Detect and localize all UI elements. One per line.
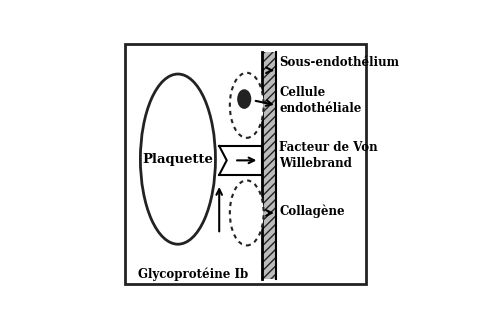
Text: Plaquette: Plaquette (142, 153, 213, 166)
Ellipse shape (230, 73, 263, 138)
Text: Facteur de Von
Willebrand: Facteur de Von Willebrand (279, 141, 378, 170)
Ellipse shape (230, 180, 263, 245)
Text: Cellule
endothéliale: Cellule endothéliale (279, 86, 362, 115)
Polygon shape (219, 146, 262, 175)
Bar (262, 52, 275, 279)
Text: Glycoprotéine Ib: Glycoprotéine Ib (138, 267, 248, 281)
Ellipse shape (238, 90, 250, 108)
Text: Collagène: Collagène (279, 205, 345, 218)
Text: Sous-endothélium: Sous-endothélium (279, 56, 399, 69)
Ellipse shape (140, 74, 216, 244)
